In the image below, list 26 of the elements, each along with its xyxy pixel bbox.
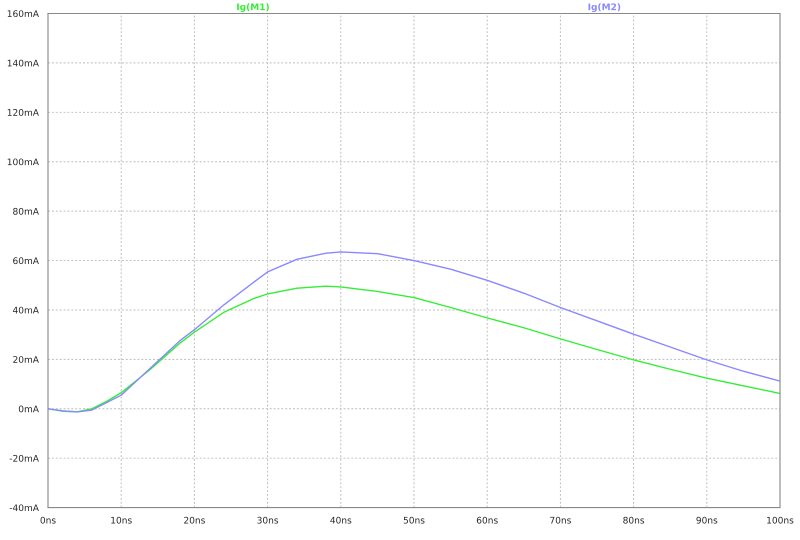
x-tick-label: 80ns bbox=[623, 516, 644, 524]
text: Ig(M2) bbox=[588, 3, 620, 12]
y-tick-label: 160mA bbox=[8, 10, 39, 18]
y-tick-label: 140mA bbox=[8, 60, 39, 66]
x-tick-label: 10ns bbox=[111, 516, 132, 524]
x-tick-label: 60ns bbox=[476, 516, 498, 524]
y-tick-label: 20mA bbox=[13, 356, 39, 363]
x-tick-label: 30ns bbox=[257, 516, 278, 524]
x-tick-label: 100ns bbox=[767, 516, 794, 524]
x-tick-label: 90ns bbox=[696, 516, 718, 524]
line-series bbox=[48, 286, 780, 412]
y-tick-label: 40mA bbox=[12, 306, 39, 314]
y-tick-label: -40mA bbox=[10, 504, 39, 512]
x-tick-label: 70ns bbox=[550, 516, 571, 524]
x-tick-label: 20ns bbox=[184, 516, 205, 524]
x-tick-label: 0ns bbox=[40, 516, 56, 524]
y-tick-label: -20mA bbox=[10, 454, 39, 462]
x-tick-label: 40ns bbox=[330, 516, 352, 524]
y-tick-label: 0mA bbox=[18, 406, 39, 412]
y-tick-label: 120mA bbox=[8, 109, 39, 116]
line-series bbox=[48, 251, 780, 413]
y-tick-label: 100mA bbox=[8, 158, 39, 166]
y-tick-label: 60mA bbox=[13, 257, 39, 264]
text: Ig(M1) bbox=[237, 3, 269, 12]
x-tick-label: 50ns bbox=[404, 516, 425, 524]
y-tick-label: 80mA bbox=[13, 208, 39, 215]
